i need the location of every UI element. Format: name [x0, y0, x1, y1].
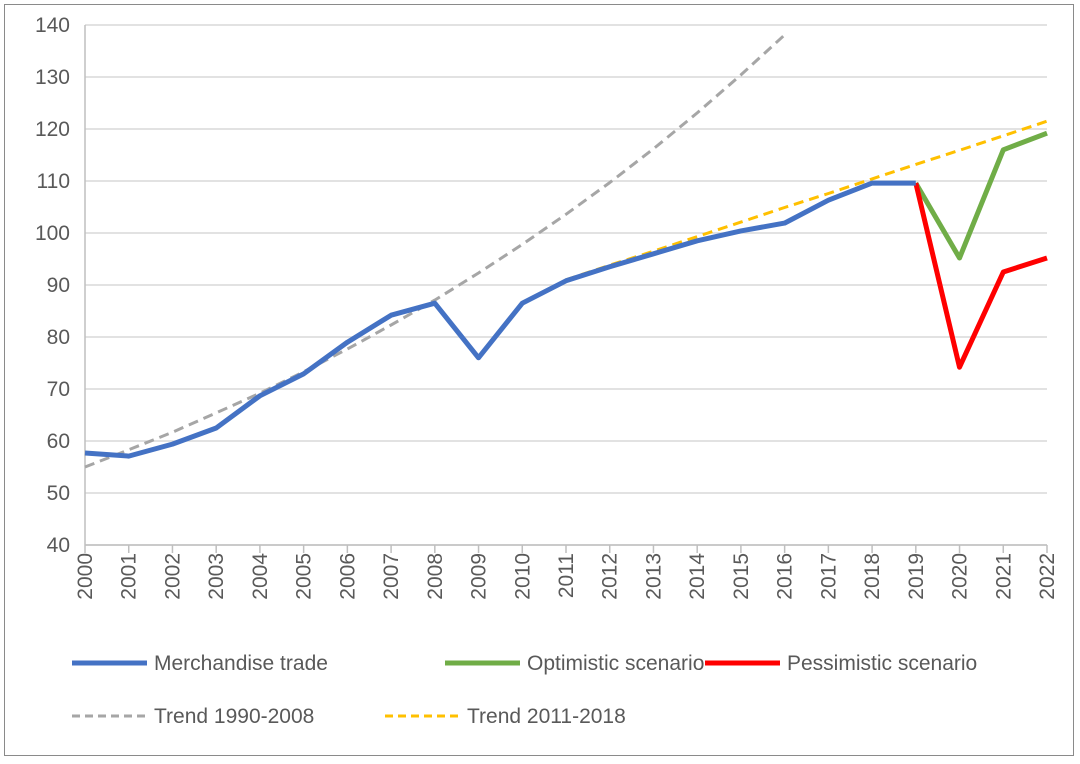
- x-tick-label: 2004: [249, 553, 272, 600]
- x-tick-label: 2014: [686, 553, 709, 600]
- x-tick-label: 2022: [1036, 553, 1059, 600]
- y-tick-label: 50: [47, 482, 70, 505]
- series-line-trend-1990-2008: [84, 33, 786, 469]
- y-tick-label: 110: [37, 170, 70, 193]
- y-tick-label: 80: [47, 326, 70, 349]
- x-tick-label: 2002: [161, 553, 184, 600]
- y-tick-label: 100: [35, 222, 70, 245]
- x-tick-label: 2009: [468, 553, 491, 600]
- x-tick-label: 2008: [424, 553, 447, 600]
- legend-label: Trend 2011-2018: [467, 705, 626, 728]
- x-tick-label: 2007: [380, 553, 403, 600]
- x-tick-label: 2017: [817, 553, 840, 600]
- chart-frame: [4, 4, 1074, 756]
- x-tick-label: 2000: [74, 553, 97, 600]
- x-tick-label: 2001: [118, 553, 141, 600]
- y-tick-label: 120: [35, 118, 70, 141]
- legend-label: Pessimistic scenario: [787, 652, 977, 675]
- y-tick-label: 60: [47, 430, 70, 453]
- x-tick-label: 2019: [905, 553, 928, 600]
- legend-label: Merchandise trade: [154, 652, 328, 675]
- y-tick-label: 70: [47, 378, 70, 401]
- series-line-optimistic-scenario: [913, 130, 1048, 261]
- y-tick-label: 130: [35, 66, 70, 89]
- y-tick-label: 40: [47, 534, 70, 557]
- y-tick-label: 140: [35, 14, 70, 37]
- series-line-merchandise-trade: [84, 180, 916, 459]
- x-tick-label: 2016: [774, 553, 797, 600]
- x-tick-label: 2005: [293, 553, 316, 600]
- x-tick-label: 2011: [555, 553, 578, 598]
- x-tick-label: 2020: [949, 553, 972, 600]
- legend-label: Optimistic scenario: [527, 652, 704, 675]
- x-tick-label: 2013: [642, 553, 665, 600]
- x-tick-label: 2012: [599, 553, 622, 600]
- series-line-pessimistic-scenario: [913, 182, 1048, 370]
- x-tick-label: 2010: [511, 553, 534, 600]
- y-tick-label: 90: [47, 274, 70, 297]
- x-tick-label: 2003: [205, 553, 228, 600]
- x-tick-label: 2006: [336, 553, 359, 600]
- legend-label: Trend 1990-2008: [154, 705, 314, 728]
- x-tick-label: 2015: [730, 553, 753, 600]
- x-tick-label: 2018: [861, 553, 884, 600]
- x-tick-label: 2021: [992, 553, 1015, 600]
